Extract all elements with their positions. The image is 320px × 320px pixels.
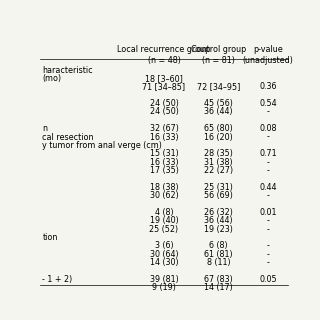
Text: 0.08: 0.08 xyxy=(260,124,277,133)
Text: 25 (31): 25 (31) xyxy=(204,183,233,192)
Text: -: - xyxy=(267,166,269,175)
Text: 19 (40): 19 (40) xyxy=(150,216,178,225)
Text: 18 (38): 18 (38) xyxy=(150,183,178,192)
Text: 0.01: 0.01 xyxy=(260,208,277,217)
Text: 32 (67): 32 (67) xyxy=(149,124,179,133)
Text: Local recurrence group
(n = 48): Local recurrence group (n = 48) xyxy=(117,44,211,65)
Text: 24 (50): 24 (50) xyxy=(149,99,179,108)
Text: 26 (32): 26 (32) xyxy=(204,208,233,217)
Text: 0.54: 0.54 xyxy=(259,99,277,108)
Text: 14 (30): 14 (30) xyxy=(150,258,178,267)
Text: tion: tion xyxy=(43,233,58,242)
Text: -: - xyxy=(267,216,269,225)
Text: 15 (31): 15 (31) xyxy=(150,149,178,158)
Text: 28 (35): 28 (35) xyxy=(204,149,233,158)
Text: p-value
(unadjusted): p-value (unadjusted) xyxy=(243,44,293,65)
Text: 4 (8): 4 (8) xyxy=(155,208,173,217)
Text: 9 (19): 9 (19) xyxy=(152,283,176,292)
Text: 0.05: 0.05 xyxy=(259,275,277,284)
Text: -: - xyxy=(267,250,269,259)
Text: -: - xyxy=(267,225,269,234)
Text: (mo): (mo) xyxy=(43,74,62,83)
Text: 25 (52): 25 (52) xyxy=(149,225,179,234)
Text: Control group
(n = 81): Control group (n = 81) xyxy=(191,44,246,65)
Text: 19 (23): 19 (23) xyxy=(204,225,233,234)
Text: haracteristic: haracteristic xyxy=(43,66,93,75)
Text: 30 (64): 30 (64) xyxy=(150,250,178,259)
Text: n: n xyxy=(43,124,47,133)
Text: y tumor from anal verge (cm): y tumor from anal verge (cm) xyxy=(43,141,162,150)
Text: 17 (35): 17 (35) xyxy=(149,166,179,175)
Text: -: - xyxy=(267,158,269,167)
Text: 65 (80): 65 (80) xyxy=(204,124,233,133)
Text: 22 (27): 22 (27) xyxy=(204,166,233,175)
Text: 16 (33): 16 (33) xyxy=(150,158,178,167)
Text: 0.36: 0.36 xyxy=(260,82,277,91)
Text: -: - xyxy=(267,191,269,200)
Text: 71 [34–85]: 71 [34–85] xyxy=(142,82,186,91)
Text: -: - xyxy=(267,132,269,141)
Text: 61 (81): 61 (81) xyxy=(204,250,233,259)
Text: 36 (44): 36 (44) xyxy=(204,108,233,116)
Text: 67 (83): 67 (83) xyxy=(204,275,233,284)
Text: 14 (17): 14 (17) xyxy=(204,283,233,292)
Text: 8 (11): 8 (11) xyxy=(207,258,230,267)
Text: 0.71: 0.71 xyxy=(259,149,277,158)
Text: 56 (69): 56 (69) xyxy=(204,191,233,200)
Text: -: - xyxy=(267,108,269,116)
Text: 72 [34–95]: 72 [34–95] xyxy=(197,82,240,91)
Text: 36 (44): 36 (44) xyxy=(204,216,233,225)
Text: 16 (33): 16 (33) xyxy=(150,132,178,141)
Text: 6 (8): 6 (8) xyxy=(209,241,228,251)
Text: 24 (50): 24 (50) xyxy=(149,108,179,116)
Text: 18 [3–60]: 18 [3–60] xyxy=(145,74,183,83)
Text: - 1 + 2): - 1 + 2) xyxy=(43,275,73,284)
Text: 31 (38): 31 (38) xyxy=(204,158,233,167)
Text: 39 (81): 39 (81) xyxy=(150,275,178,284)
Text: 45 (56): 45 (56) xyxy=(204,99,233,108)
Text: 0.44: 0.44 xyxy=(260,183,277,192)
Text: 16 (20): 16 (20) xyxy=(204,132,233,141)
Text: 3 (6): 3 (6) xyxy=(155,241,173,251)
Text: cal resection: cal resection xyxy=(43,132,94,141)
Text: 30 (62): 30 (62) xyxy=(150,191,178,200)
Text: -: - xyxy=(267,258,269,267)
Text: -: - xyxy=(267,241,269,251)
